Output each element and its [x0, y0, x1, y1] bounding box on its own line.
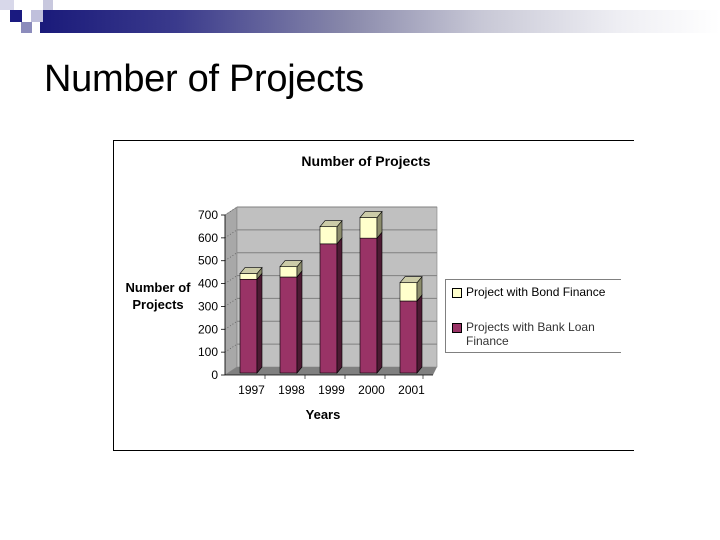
chart-legend: Project with Bond Finance Projects with …	[445, 279, 621, 353]
x-tick-label: 1999	[318, 383, 345, 397]
legend-label-bond: Project with Bond Finance	[466, 285, 606, 299]
gridline-side	[224, 229, 238, 239]
side-wall	[224, 206, 238, 376]
bar-bond-1997	[239, 273, 258, 280]
logo-square-mid	[31, 10, 43, 22]
bar-bond-1998	[279, 266, 298, 278]
x-axis-label: Years	[306, 407, 341, 422]
y-tick-label: 200	[198, 322, 218, 336]
logo-square-low	[21, 22, 32, 33]
bar-bank-1999	[319, 243, 338, 374]
gridline-side	[224, 252, 238, 262]
y-tick-label: 0	[211, 368, 218, 382]
logo-square-top	[43, 0, 53, 10]
bar-bond-2000	[359, 217, 378, 239]
gridline-side	[224, 298, 238, 307]
chart-plot: 0 100 200 300 400 500 600 700 1997 1998 1999 2000 20…	[126, 153, 438, 422]
bar-bond-2001	[399, 282, 418, 302]
y-tick-label: 300	[198, 299, 218, 313]
legend-label-bank: Projects with Bank Loan Finance	[466, 320, 595, 348]
y-tick-label: 100	[198, 345, 218, 359]
logo-square-light	[0, 0, 14, 10]
bar-bank-1998	[279, 276, 298, 374]
y-axis-label-line2: Projects	[132, 297, 183, 312]
gridline-side	[224, 320, 238, 330]
legend-swatch-bond	[452, 288, 462, 298]
slide-title: Number of Projects	[44, 58, 364, 100]
legend-item-bank: Projects with Bank Loan Finance	[452, 320, 621, 348]
bar-bond-1999	[319, 226, 338, 245]
bar-bank-2001	[399, 300, 418, 374]
x-tick-label: 2000	[358, 383, 385, 397]
chart-title: Number of Projects	[301, 153, 430, 169]
x-tick-label: 1997	[238, 383, 265, 397]
bar-bank-1997	[239, 278, 258, 374]
gridline-side	[224, 343, 238, 353]
y-tick-label: 400	[198, 277, 218, 291]
title-banner	[40, 10, 720, 33]
bar-bank-2000	[359, 237, 378, 374]
gridline-side	[224, 206, 238, 216]
legend-item-bond: Project with Bond Finance	[452, 285, 621, 299]
y-tick-label: 700	[198, 208, 218, 222]
x-tick-label: 2001	[398, 383, 425, 397]
x-tick-label: 1998	[278, 383, 305, 397]
y-tick-label: 600	[198, 231, 218, 245]
y-tick-label: 500	[198, 254, 218, 268]
logo-square-dark	[10, 10, 22, 22]
y-axis-label-line1: Number of	[126, 280, 192, 295]
legend-swatch-bank	[452, 323, 462, 333]
gridline-side	[224, 275, 238, 284]
